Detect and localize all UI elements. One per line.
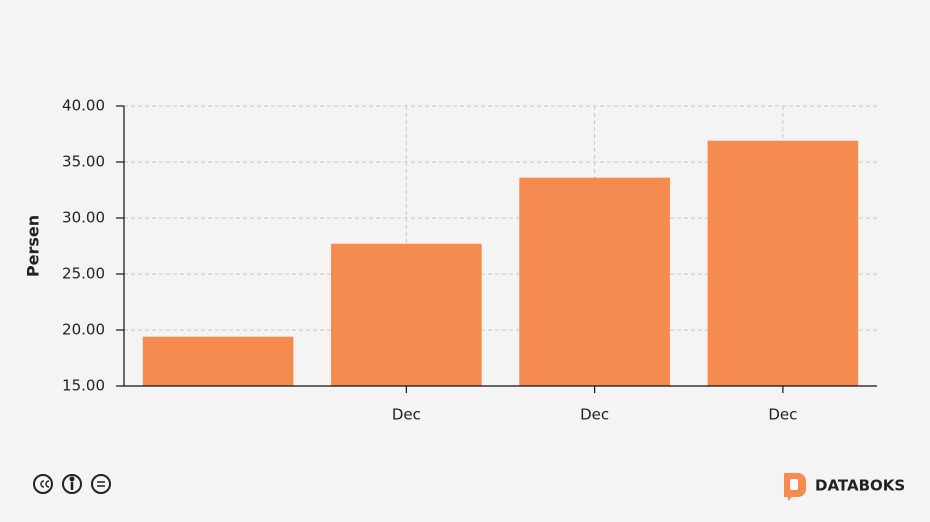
y-axis-label: Persen [24, 215, 43, 277]
bar [707, 140, 859, 386]
x-tick-label: Dec [580, 406, 609, 424]
y-tick-label: 25.00 [62, 265, 105, 283]
y-tick-label: 15.00 [62, 377, 105, 395]
bar [142, 336, 294, 386]
brand-name: DATABOKS [815, 477, 905, 495]
y-tick-label: 30.00 [62, 209, 105, 227]
bar [519, 177, 670, 386]
y-tick-label: 35.00 [62, 153, 105, 171]
y-tick-label: 40.00 [62, 97, 105, 115]
license-icons [33, 474, 111, 494]
brand-logo [784, 473, 806, 501]
x-tick-label: Dec [392, 406, 421, 424]
y-tick-label: 20.00 [62, 321, 105, 339]
bar [331, 243, 482, 386]
x-tick-label: Dec [768, 406, 797, 424]
